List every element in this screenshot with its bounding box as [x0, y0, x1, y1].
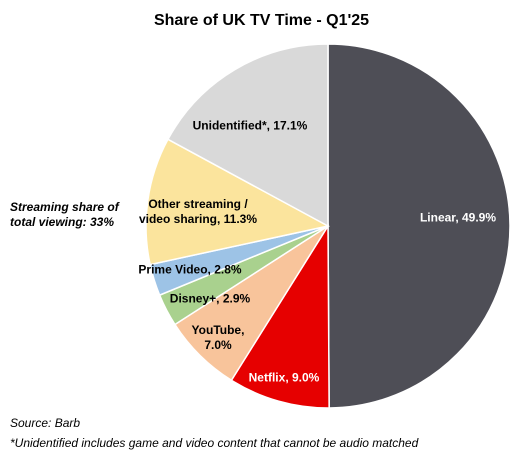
data-label: Linear, 49.9% [419, 210, 497, 225]
data-label: Unidentified*, 17.1% [192, 118, 308, 133]
data-label: Netflix, 9.0% [248, 370, 320, 385]
data-label: Prime Video, 2.8% [138, 262, 242, 277]
data-label: Other streaming / video sharing, 11.3% [138, 197, 258, 226]
footnote: *Unidentified includes game and video co… [10, 436, 419, 450]
pie-slice [230, 223, 330, 409]
data-label: YouTube, 7.0% [191, 323, 245, 352]
chart-title: Share of UK TV Time - Q1'25 [153, 12, 370, 29]
source: Source: Barb [10, 416, 81, 430]
pie-slice [145, 138, 331, 266]
data-label: Disney+, 2.9% [169, 291, 251, 306]
pie-slice [327, 43, 511, 409]
pie-slice [166, 43, 329, 228]
annotation: Streaming share of total viewing: 33% [10, 200, 119, 229]
